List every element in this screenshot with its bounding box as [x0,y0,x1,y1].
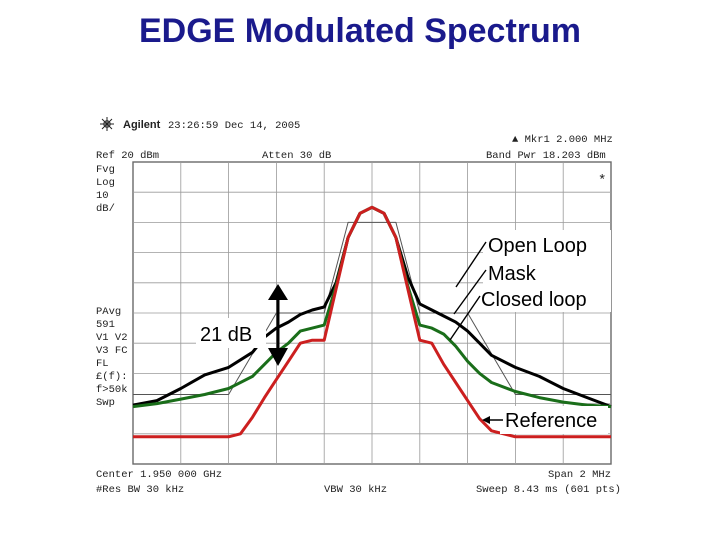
trace-reference [133,205,611,439]
center-frequency: Center 1.950 000 GHz [96,469,222,481]
delta-backdrop [196,318,266,348]
closed-loop-label: Closed loop [481,289,587,311]
mask-pointer [453,269,487,315]
reference-backdrop [500,406,608,434]
resolution-bandwidth: #Res BW 30 kHz [96,484,184,496]
agilent-logo-icon [100,117,114,131]
side-label: 591 [96,319,115,331]
sweep-time: Sweep 8.43 ms (601 pts) [476,484,621,496]
side-label: f>50k [96,384,128,396]
video-bandwidth: VBW 30 kHz [324,484,387,496]
side-label: dB/ [96,203,115,215]
delta-label: 21 dB [200,324,252,346]
side-label: £(f): [96,371,128,383]
mask-label: Mask [488,263,537,285]
callout-backdrop [483,230,611,312]
analyzer-brand: Agilent [123,119,161,131]
reference-arrow-icon [482,416,503,424]
side-label: FL [96,358,109,370]
open-loop-pointer [455,241,487,288]
span: Span 2 MHz [548,469,611,481]
side-label: Log [96,177,115,189]
slide-title: EDGE Modulated Spectrum [138,12,582,50]
side-label: 10 [96,190,109,202]
side-label: Swp [96,397,115,409]
closed-loop-pointer [449,295,481,341]
side-label: Fvg [96,164,115,176]
reference-level: Ref 20 dBm [96,150,159,162]
attenuation: Atten 30 dB [262,150,331,162]
side-label: V3 FC [96,345,128,357]
side-label: V1 V2 [96,332,128,344]
side-label: PAvg [96,306,121,318]
delta-arrow-icon [268,284,288,366]
star-marker: * [598,173,606,189]
reference-label: Reference [505,410,597,432]
band-power: Band Pwr 18.203 dBm [486,150,606,162]
marker-readout: ▲ Mkr1 2.000 MHz [512,134,613,146]
trace-group [132,205,612,439]
open-loop-label: Open Loop [488,235,587,257]
analyzer-timestamp: 23:26:59 Dec 14, 2005 [168,120,300,132]
